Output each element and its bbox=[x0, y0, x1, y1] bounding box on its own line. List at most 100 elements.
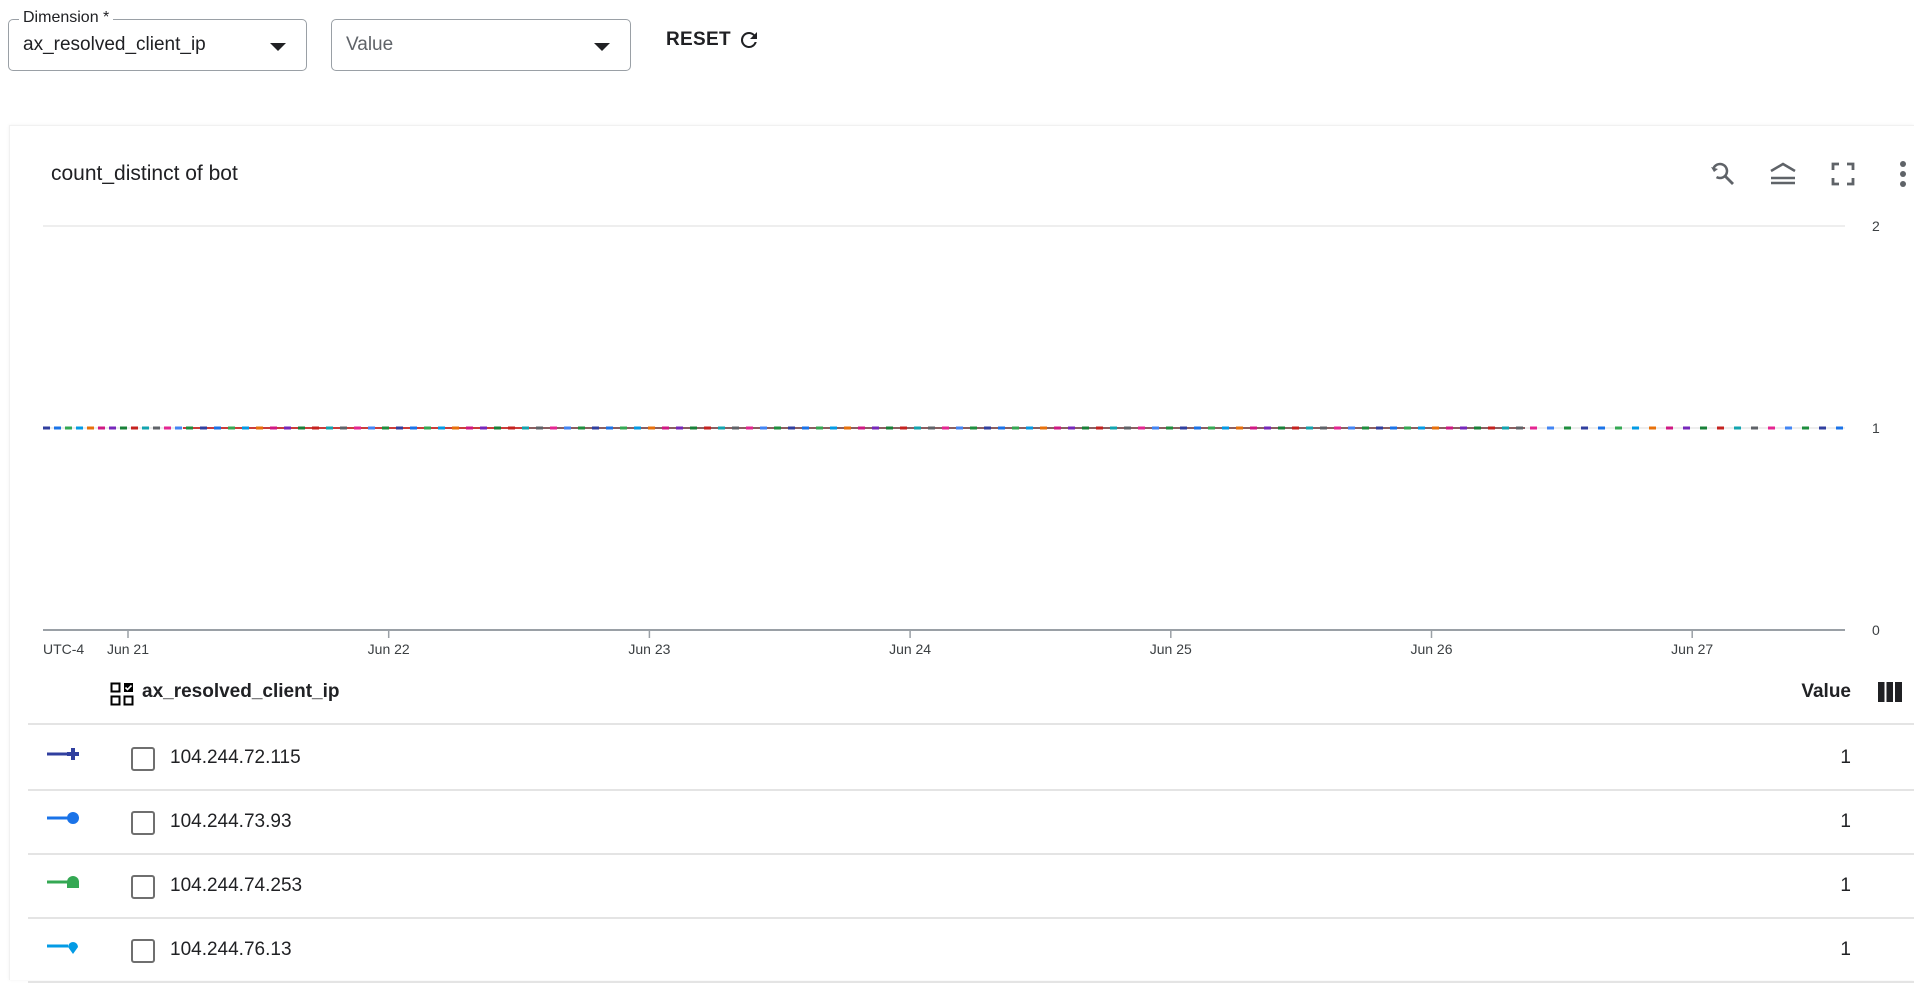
series-segment bbox=[662, 426, 669, 430]
series-segment bbox=[1124, 426, 1131, 430]
x-tick-label: Jun 24 bbox=[889, 641, 931, 657]
series-segment bbox=[1138, 426, 1145, 430]
series-segment bbox=[109, 426, 116, 430]
series-segment bbox=[1632, 426, 1639, 430]
dropdown-arrow-icon bbox=[594, 43, 610, 51]
x-tick-label: Jun 22 bbox=[368, 641, 410, 657]
series-segment bbox=[1598, 426, 1605, 430]
series-segment bbox=[998, 426, 1005, 430]
dimension-column-header[interactable]: ax_resolved_client_ip bbox=[142, 681, 340, 702]
x-tick-label: Jun 25 bbox=[1150, 641, 1192, 657]
row-ip: 104.244.72.115 bbox=[170, 747, 301, 768]
series-segment bbox=[65, 426, 72, 430]
table-row[interactable]: 104.244.74.253 1 bbox=[28, 855, 1914, 919]
x-tick-label: Jun 23 bbox=[628, 641, 670, 657]
series-segment bbox=[1836, 426, 1843, 430]
series-segment bbox=[1348, 426, 1355, 430]
fullscreen-button[interactable] bbox=[1827, 158, 1859, 190]
series-segment bbox=[774, 426, 781, 430]
series-segment bbox=[1026, 426, 1033, 430]
series-segment bbox=[1096, 426, 1103, 430]
row-checkbox[interactable] bbox=[131, 875, 155, 899]
series-segment bbox=[872, 426, 879, 430]
series-segment bbox=[1649, 426, 1656, 430]
series-segment bbox=[1320, 426, 1327, 430]
series-segment bbox=[256, 426, 263, 430]
dimension-value: ax_resolved_client_ip bbox=[23, 34, 206, 55]
series-segment bbox=[396, 426, 403, 430]
series-segment bbox=[98, 426, 105, 430]
series-segment bbox=[1390, 426, 1397, 430]
row-checkbox[interactable] bbox=[131, 939, 155, 963]
series-segment bbox=[368, 426, 375, 430]
series-segment bbox=[844, 426, 851, 430]
row-value: 1 bbox=[1840, 939, 1851, 960]
series-marker-plus-icon bbox=[47, 748, 79, 760]
series-segment bbox=[830, 426, 837, 430]
chart-card bbox=[9, 125, 1914, 980]
series-segment bbox=[886, 426, 893, 430]
series-segment bbox=[942, 426, 949, 430]
series-segment bbox=[1222, 426, 1229, 430]
table-row[interactable]: 104.244.76.13 1 bbox=[28, 919, 1914, 983]
series-segment bbox=[900, 426, 907, 430]
series-segment bbox=[1278, 426, 1285, 430]
series-segment bbox=[312, 426, 319, 430]
series-segment bbox=[270, 426, 277, 430]
series-segment bbox=[1488, 426, 1495, 430]
select-all-icon[interactable] bbox=[110, 682, 134, 706]
series-segment bbox=[1474, 426, 1481, 430]
row-value: 1 bbox=[1840, 747, 1851, 768]
series-marker-pin-icon bbox=[47, 942, 78, 954]
series-segment bbox=[1292, 426, 1299, 430]
series-segment bbox=[142, 426, 149, 430]
dimension-select[interactable]: Dimension * ax_resolved_client_ip bbox=[8, 9, 307, 71]
series-segment bbox=[131, 426, 138, 430]
series-segment bbox=[1362, 426, 1369, 430]
series-segment bbox=[634, 426, 641, 430]
series-segment bbox=[956, 426, 963, 430]
series-segment bbox=[1615, 426, 1622, 430]
series-segment bbox=[760, 426, 767, 430]
row-value: 1 bbox=[1840, 875, 1851, 896]
series-segment bbox=[410, 426, 417, 430]
more-options-button[interactable] bbox=[1887, 158, 1914, 190]
dropdown-arrow-icon bbox=[270, 43, 286, 51]
row-checkbox[interactable] bbox=[131, 747, 155, 771]
series-segment bbox=[87, 426, 94, 430]
series-segment bbox=[1236, 426, 1243, 430]
legend-toggle-icon bbox=[1770, 162, 1796, 185]
legend-toggle-button[interactable] bbox=[1767, 158, 1799, 190]
chart-title: count_distinct of bot bbox=[51, 162, 238, 185]
dimension-label: Dimension * bbox=[19, 9, 114, 27]
more-vert-icon bbox=[1900, 161, 1906, 187]
series-segment bbox=[1768, 426, 1775, 430]
series-segment bbox=[1250, 426, 1257, 430]
table-row[interactable]: 104.244.73.93 1 bbox=[28, 791, 1914, 855]
series-segment bbox=[284, 426, 291, 430]
columns-icon[interactable] bbox=[1878, 682, 1902, 702]
series-segment bbox=[788, 426, 795, 430]
series-segment bbox=[298, 426, 305, 430]
series-segment bbox=[1700, 426, 1707, 430]
series-segment bbox=[186, 426, 193, 430]
line-chart[interactable]: 0 1 2 UTC-4 Jun 21 Jun 22 Jun 23 Jun 24 Jun 25 Ju… bbox=[0, 210, 1914, 660]
series-segment bbox=[54, 426, 61, 430]
series-segment bbox=[1751, 426, 1758, 430]
zoom-reset-button[interactable] bbox=[1706, 158, 1738, 190]
value-column-header[interactable]: Value bbox=[1801, 681, 1851, 702]
reset-button[interactable]: RESET bbox=[666, 28, 761, 52]
table-row[interactable]: 104.244.72.115 1 bbox=[28, 727, 1914, 791]
series-segment bbox=[1460, 426, 1467, 430]
x-tick-label: Jun 26 bbox=[1410, 641, 1452, 657]
series-segment bbox=[606, 426, 613, 430]
value-select[interactable]: Value bbox=[331, 19, 631, 71]
row-checkbox[interactable] bbox=[131, 811, 155, 835]
reset-label: RESET bbox=[666, 29, 731, 50]
series-segment bbox=[354, 426, 361, 430]
series-segment bbox=[200, 426, 207, 430]
series-segment bbox=[704, 426, 711, 430]
value-placeholder: Value bbox=[346, 34, 394, 55]
row-ip: 104.244.74.253 bbox=[170, 875, 303, 896]
series-segment bbox=[382, 426, 389, 430]
